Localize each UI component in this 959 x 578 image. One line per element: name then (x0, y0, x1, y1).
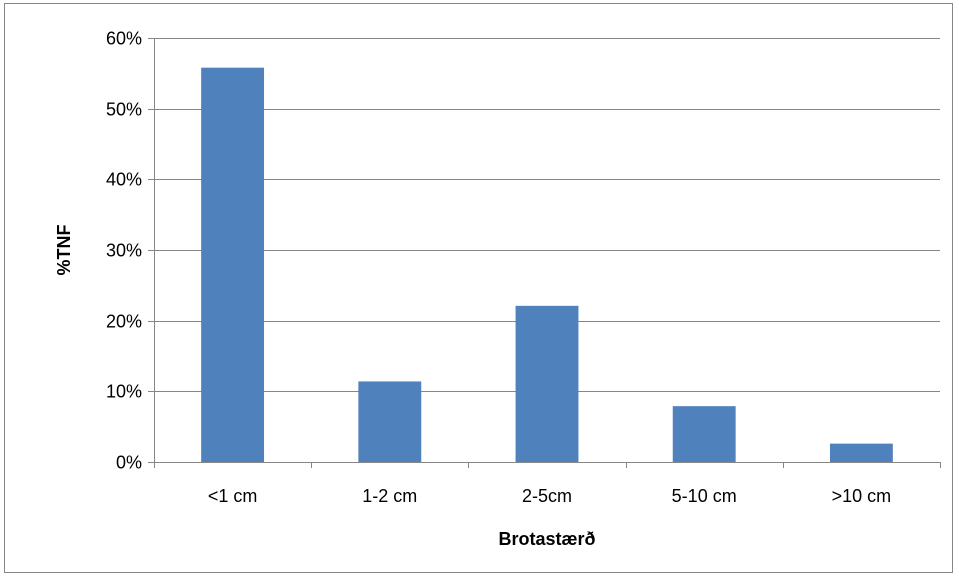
y-tick-label: 10% (106, 382, 142, 402)
bar (672, 406, 736, 462)
gridlines (154, 38, 940, 392)
bar (358, 381, 422, 462)
y-tick-label: 30% (106, 241, 142, 261)
bar (829, 443, 893, 462)
y-tick-label: 0% (116, 453, 142, 473)
chart-frame (4, 3, 953, 573)
x-tick-label: 1-2 cm (362, 486, 417, 506)
x-tick-label: 5-10 cm (672, 486, 737, 506)
bar (201, 67, 265, 463)
y-tick-label: 40% (106, 170, 142, 190)
y-tick-label: 20% (106, 312, 142, 332)
x-tick-label: 2-5cm (522, 486, 572, 506)
bar (515, 305, 579, 462)
x-tick-label: >10 cm (832, 486, 892, 506)
bars (201, 67, 893, 463)
x-tick-label: <1 cm (208, 486, 258, 506)
x-axis-title: Brotastærð (498, 529, 595, 549)
y-tick-label: 50% (106, 100, 142, 120)
tick-labels: 0% 10% 20% 30% 40% 50% 60% <1 cm 1-2 cm 2-5cm 5-10… (106, 29, 891, 507)
y-axis-title: %TNF (54, 225, 74, 276)
y-tick-label: 60% (106, 29, 142, 49)
axes (148, 38, 941, 468)
